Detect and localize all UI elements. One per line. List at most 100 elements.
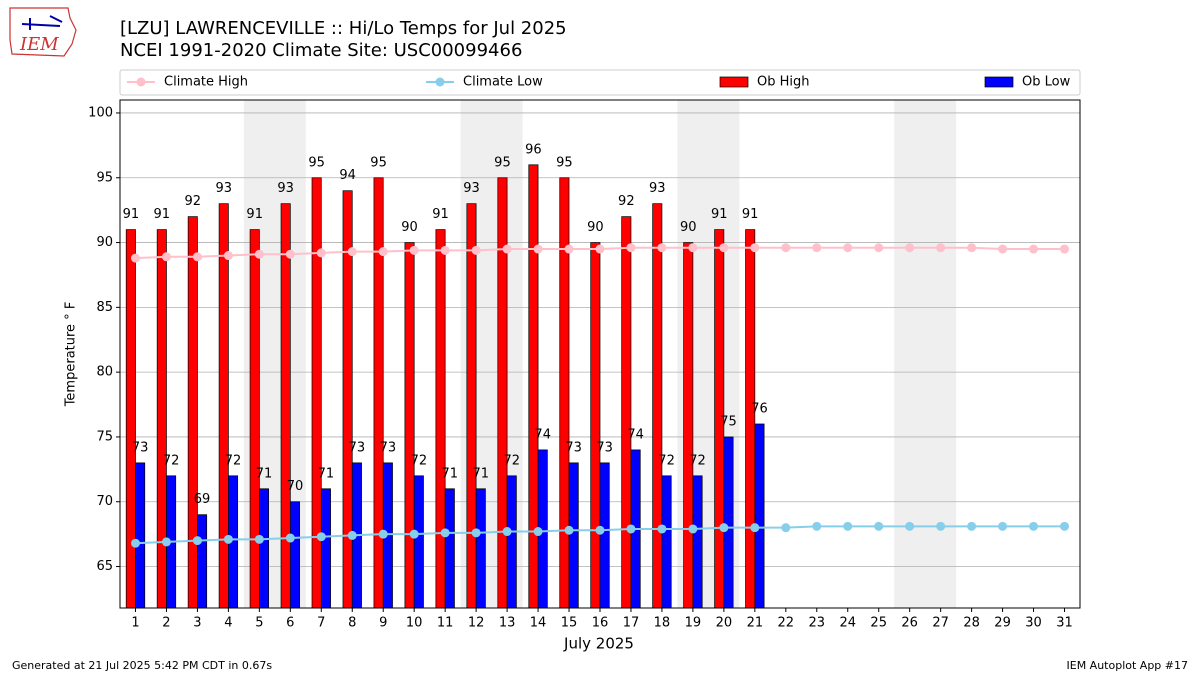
point bbox=[595, 244, 605, 254]
legend bbox=[119, 69, 1081, 96]
bar bbox=[745, 229, 756, 609]
data-label: 73 bbox=[565, 440, 582, 455]
point bbox=[409, 529, 419, 539]
data-label: 92 bbox=[618, 194, 635, 209]
point bbox=[502, 527, 512, 537]
point bbox=[905, 243, 915, 253]
point bbox=[378, 529, 388, 539]
data-label: 70 bbox=[287, 479, 304, 494]
data-label: 71 bbox=[256, 466, 273, 481]
point bbox=[316, 532, 326, 542]
point bbox=[316, 248, 326, 258]
data-label: 73 bbox=[380, 440, 397, 455]
point bbox=[440, 245, 450, 255]
point bbox=[843, 243, 853, 253]
bar bbox=[754, 423, 765, 609]
data-label: 91 bbox=[123, 207, 140, 222]
point bbox=[1029, 521, 1039, 531]
x-tick-label: 19 bbox=[685, 616, 702, 631]
bar bbox=[559, 177, 570, 609]
bar bbox=[723, 436, 734, 609]
x-tick-label: 24 bbox=[839, 616, 856, 631]
point bbox=[533, 527, 543, 537]
bar bbox=[652, 203, 663, 609]
x-tick-label: 31 bbox=[1056, 616, 1073, 631]
data-label: 92 bbox=[185, 194, 202, 209]
legend-swatch bbox=[136, 77, 146, 87]
bar bbox=[413, 475, 424, 609]
x-tick-label: 10 bbox=[406, 616, 423, 631]
y-tick-label: 95 bbox=[96, 170, 113, 185]
x-tick-label: 5 bbox=[255, 616, 263, 631]
weekend-shade bbox=[894, 100, 957, 608]
x-tick-label: 30 bbox=[1025, 616, 1042, 631]
data-label: 94 bbox=[339, 168, 356, 183]
point bbox=[998, 521, 1008, 531]
point bbox=[1060, 244, 1070, 254]
x-tick-label: 25 bbox=[870, 616, 887, 631]
x-tick-label: 17 bbox=[623, 616, 640, 631]
x-tick-label: 29 bbox=[994, 616, 1011, 631]
point bbox=[161, 537, 171, 547]
x-tick-label: 4 bbox=[224, 616, 232, 631]
point bbox=[347, 530, 357, 540]
point bbox=[564, 525, 574, 535]
point bbox=[936, 521, 946, 531]
data-label: 95 bbox=[308, 155, 325, 170]
point bbox=[347, 247, 357, 257]
bar bbox=[404, 242, 415, 609]
point bbox=[967, 521, 977, 531]
y-axis-label: Temperature ° F bbox=[64, 302, 79, 408]
data-label: 73 bbox=[349, 440, 366, 455]
data-label: 72 bbox=[411, 453, 428, 468]
data-label: 69 bbox=[194, 492, 211, 507]
data-label: 72 bbox=[658, 453, 675, 468]
x-tick-label: 21 bbox=[747, 616, 764, 631]
bar bbox=[506, 475, 517, 609]
point bbox=[657, 524, 667, 534]
point bbox=[533, 244, 543, 254]
y-tick-label: 65 bbox=[96, 559, 113, 574]
chart-title: [LZU] LAWRENCEVILLE :: Hi/Lo Temps for J… bbox=[120, 18, 567, 39]
point bbox=[874, 521, 884, 531]
legend-label: Climate Low bbox=[463, 75, 543, 90]
x-tick-label: 11 bbox=[437, 616, 454, 631]
bar bbox=[528, 164, 539, 609]
x-tick-label: 2 bbox=[162, 616, 170, 631]
point bbox=[657, 243, 667, 253]
y-tick-label: 70 bbox=[96, 494, 113, 509]
bar bbox=[692, 475, 703, 609]
data-label: 90 bbox=[587, 220, 604, 235]
bar bbox=[599, 462, 610, 609]
data-label: 90 bbox=[401, 220, 418, 235]
legend-label: Climate High bbox=[164, 75, 248, 90]
bar bbox=[661, 475, 672, 609]
bar bbox=[320, 488, 331, 609]
bar bbox=[444, 488, 455, 609]
data-label: 91 bbox=[711, 207, 728, 222]
y-tick-label: 85 bbox=[96, 300, 113, 315]
x-tick-label: 14 bbox=[530, 616, 547, 631]
data-label: 91 bbox=[154, 207, 171, 222]
point bbox=[688, 243, 698, 253]
x-tick-label: 26 bbox=[901, 616, 918, 631]
data-label: 73 bbox=[132, 440, 149, 455]
data-label: 93 bbox=[215, 181, 232, 196]
bar bbox=[289, 501, 300, 609]
point bbox=[750, 243, 760, 253]
bar bbox=[249, 229, 260, 609]
legend-label: Ob Low bbox=[1022, 75, 1071, 90]
point bbox=[905, 521, 915, 531]
x-tick-label: 28 bbox=[963, 616, 980, 631]
point bbox=[285, 533, 295, 543]
point bbox=[471, 245, 481, 255]
legend-swatch bbox=[719, 76, 749, 88]
bar bbox=[259, 488, 269, 609]
point bbox=[719, 523, 729, 533]
x-tick-label: 18 bbox=[654, 616, 671, 631]
point bbox=[1060, 521, 1070, 531]
bar bbox=[475, 488, 486, 609]
data-label: 73 bbox=[596, 440, 613, 455]
data-label: 72 bbox=[225, 453, 242, 468]
bar bbox=[590, 242, 601, 609]
